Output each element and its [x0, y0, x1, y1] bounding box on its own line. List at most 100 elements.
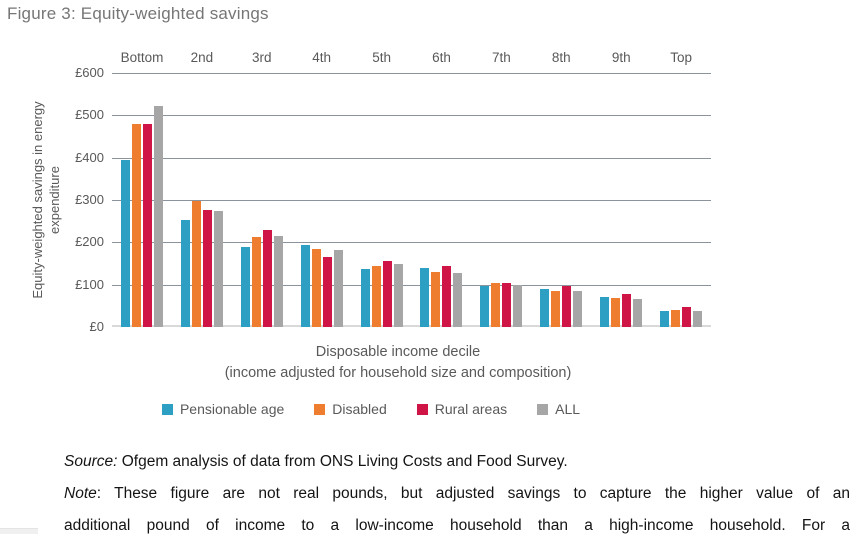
page-edge-artifact — [0, 528, 38, 534]
bar-5th-pensionable-age — [360, 269, 370, 327]
bar-3rd-pensionable-age — [240, 247, 250, 327]
y-tick-label-600: £600 — [75, 65, 104, 80]
bar-3rd-all — [273, 236, 283, 327]
bar-5th-all — [393, 263, 403, 327]
bar-7th-rural-areas — [502, 282, 512, 327]
legend-item-all: ALL — [537, 401, 580, 417]
bar-6th-all — [453, 273, 463, 327]
legend-label: Pensionable age — [179, 401, 285, 417]
bar-2nd-all — [213, 211, 223, 327]
category-label-3rd: 3rd — [252, 50, 272, 65]
bar-8th-rural-areas — [562, 285, 572, 327]
gridline-0 — [112, 325, 711, 327]
bar-5th-rural-areas — [382, 260, 392, 327]
bar-group-7th — [471, 73, 531, 327]
x-axis-title: Disposable income decile — [315, 344, 481, 360]
source-label: Source: — [64, 453, 118, 470]
bar-4th-pensionable-age — [300, 245, 310, 327]
gridline-200 — [112, 242, 711, 243]
category-label-5th: 5th — [372, 50, 391, 65]
bar-top-pensionable-age — [660, 311, 670, 327]
legend-label: Rural areas — [434, 401, 508, 417]
bar-group-4th — [292, 73, 352, 327]
note-line-2: additional pound of income to a low-inco… — [64, 517, 850, 535]
category-label-9th: 9th — [611, 50, 631, 65]
category-label-4th: 4th — [312, 50, 332, 65]
y-tick-label-500: £500 — [75, 107, 104, 123]
bar-9th-all — [633, 298, 643, 327]
category-label-7th: 7th — [492, 50, 511, 65]
legend-item-disabled: Disabled — [314, 401, 387, 417]
gridline-100 — [112, 285, 711, 286]
bar-3rd-disabled — [251, 237, 261, 327]
gridline-500 — [112, 115, 711, 116]
gridline-300 — [112, 200, 711, 201]
bar-group-2nd — [172, 73, 232, 327]
bar-4th-all — [333, 249, 343, 327]
bar-8th-disabled — [551, 290, 561, 327]
y-tick-label-400: £400 — [75, 149, 104, 165]
legend-swatch-icon — [161, 403, 173, 415]
bar-bottom-rural-areas — [142, 123, 152, 327]
category-label-6th: 6th — [432, 50, 451, 65]
source-text: Ofgem analysis of data from ONS Living C… — [117, 453, 568, 470]
bar-bottom-disabled — [131, 123, 141, 327]
bar-3rd-rural-areas — [262, 229, 272, 327]
bar-bottom-all — [153, 106, 163, 327]
bar-5th-disabled — [371, 266, 381, 327]
y-tick-label-0: £0 — [89, 319, 104, 334]
bar-6th-disabled — [431, 271, 441, 327]
category-label-2nd: 2nd — [190, 50, 214, 65]
category-label-8th: 8th — [551, 50, 571, 65]
bar-8th-all — [573, 291, 583, 327]
x-axis-subtitle: (income adjusted for household size and … — [224, 365, 572, 381]
note-text-2: additional pound of income to a low-inco… — [64, 517, 850, 534]
plot-area: £600 £500 £400 £300 £200 £100 £0 Bottom 2nd 3rd 4… — [75, 50, 711, 334]
bar-group-6th — [412, 73, 472, 327]
bar-group-bottom — [112, 73, 172, 327]
note-line-1: Note: These figure are not real pounds, … — [64, 485, 850, 503]
legend-item-pensionable-age: Pensionable age — [161, 401, 285, 417]
bar-7th-pensionable-age — [480, 285, 490, 327]
note-text-1: : These figure are not real pounds, but … — [96, 485, 850, 502]
bar-top-disabled — [671, 310, 681, 327]
bar-group-top — [651, 73, 711, 327]
gridline-600 — [112, 73, 711, 74]
bar-2nd-pensionable-age — [180, 219, 190, 327]
bar-group-5th — [352, 73, 412, 327]
bar-9th-pensionable-age — [600, 296, 610, 327]
x-axis-category-labels: Bottom 2nd 3rd 4th 5th 6th 7th 8th 9th Top — [112, 50, 711, 65]
legend-label: Disabled — [332, 401, 387, 417]
bar-9th-disabled — [611, 298, 621, 327]
y-tick-label-300: £300 — [75, 192, 104, 207]
bar-4th-rural-areas — [322, 257, 332, 327]
bar-top-rural-areas — [682, 306, 692, 327]
category-label-top: Top — [670, 50, 692, 65]
bar-7th-disabled — [491, 283, 501, 327]
bars-layer — [112, 73, 711, 327]
bar-2nd-rural-areas — [202, 210, 212, 327]
bar-8th-pensionable-age — [540, 288, 550, 327]
equity-weighted-savings-chart: Equity-weighted savings in energy expend… — [30, 50, 711, 417]
bar-6th-pensionable-age — [420, 268, 430, 327]
y-tick-label-200: £200 — [75, 234, 104, 250]
gridline-400 — [112, 158, 711, 159]
figure-title: Figure 3: Equity-weighted savings — [7, 4, 269, 23]
category-label-bottom: Bottom — [120, 50, 164, 65]
bar-group-8th — [531, 73, 591, 327]
legend-swatch-icon — [537, 403, 549, 415]
bar-2nd-disabled — [191, 200, 201, 327]
bar-group-3rd — [232, 73, 292, 327]
bar-top-all — [693, 310, 703, 327]
legend-swatch-icon — [416, 403, 428, 415]
legend-swatch-icon — [314, 403, 326, 415]
y-tick-label-100: £100 — [75, 276, 104, 292]
bar-group-9th — [591, 73, 651, 327]
bar-4th-disabled — [311, 248, 321, 327]
note-label: Note — [64, 485, 97, 502]
bar-bottom-pensionable-age — [120, 159, 130, 327]
source-line: Source: Ofgem analysis of data from ONS … — [64, 453, 850, 471]
legend-item-rural-areas: Rural areas — [416, 401, 508, 417]
bar-9th-rural-areas — [622, 293, 632, 327]
bar-6th-rural-areas — [442, 266, 452, 327]
